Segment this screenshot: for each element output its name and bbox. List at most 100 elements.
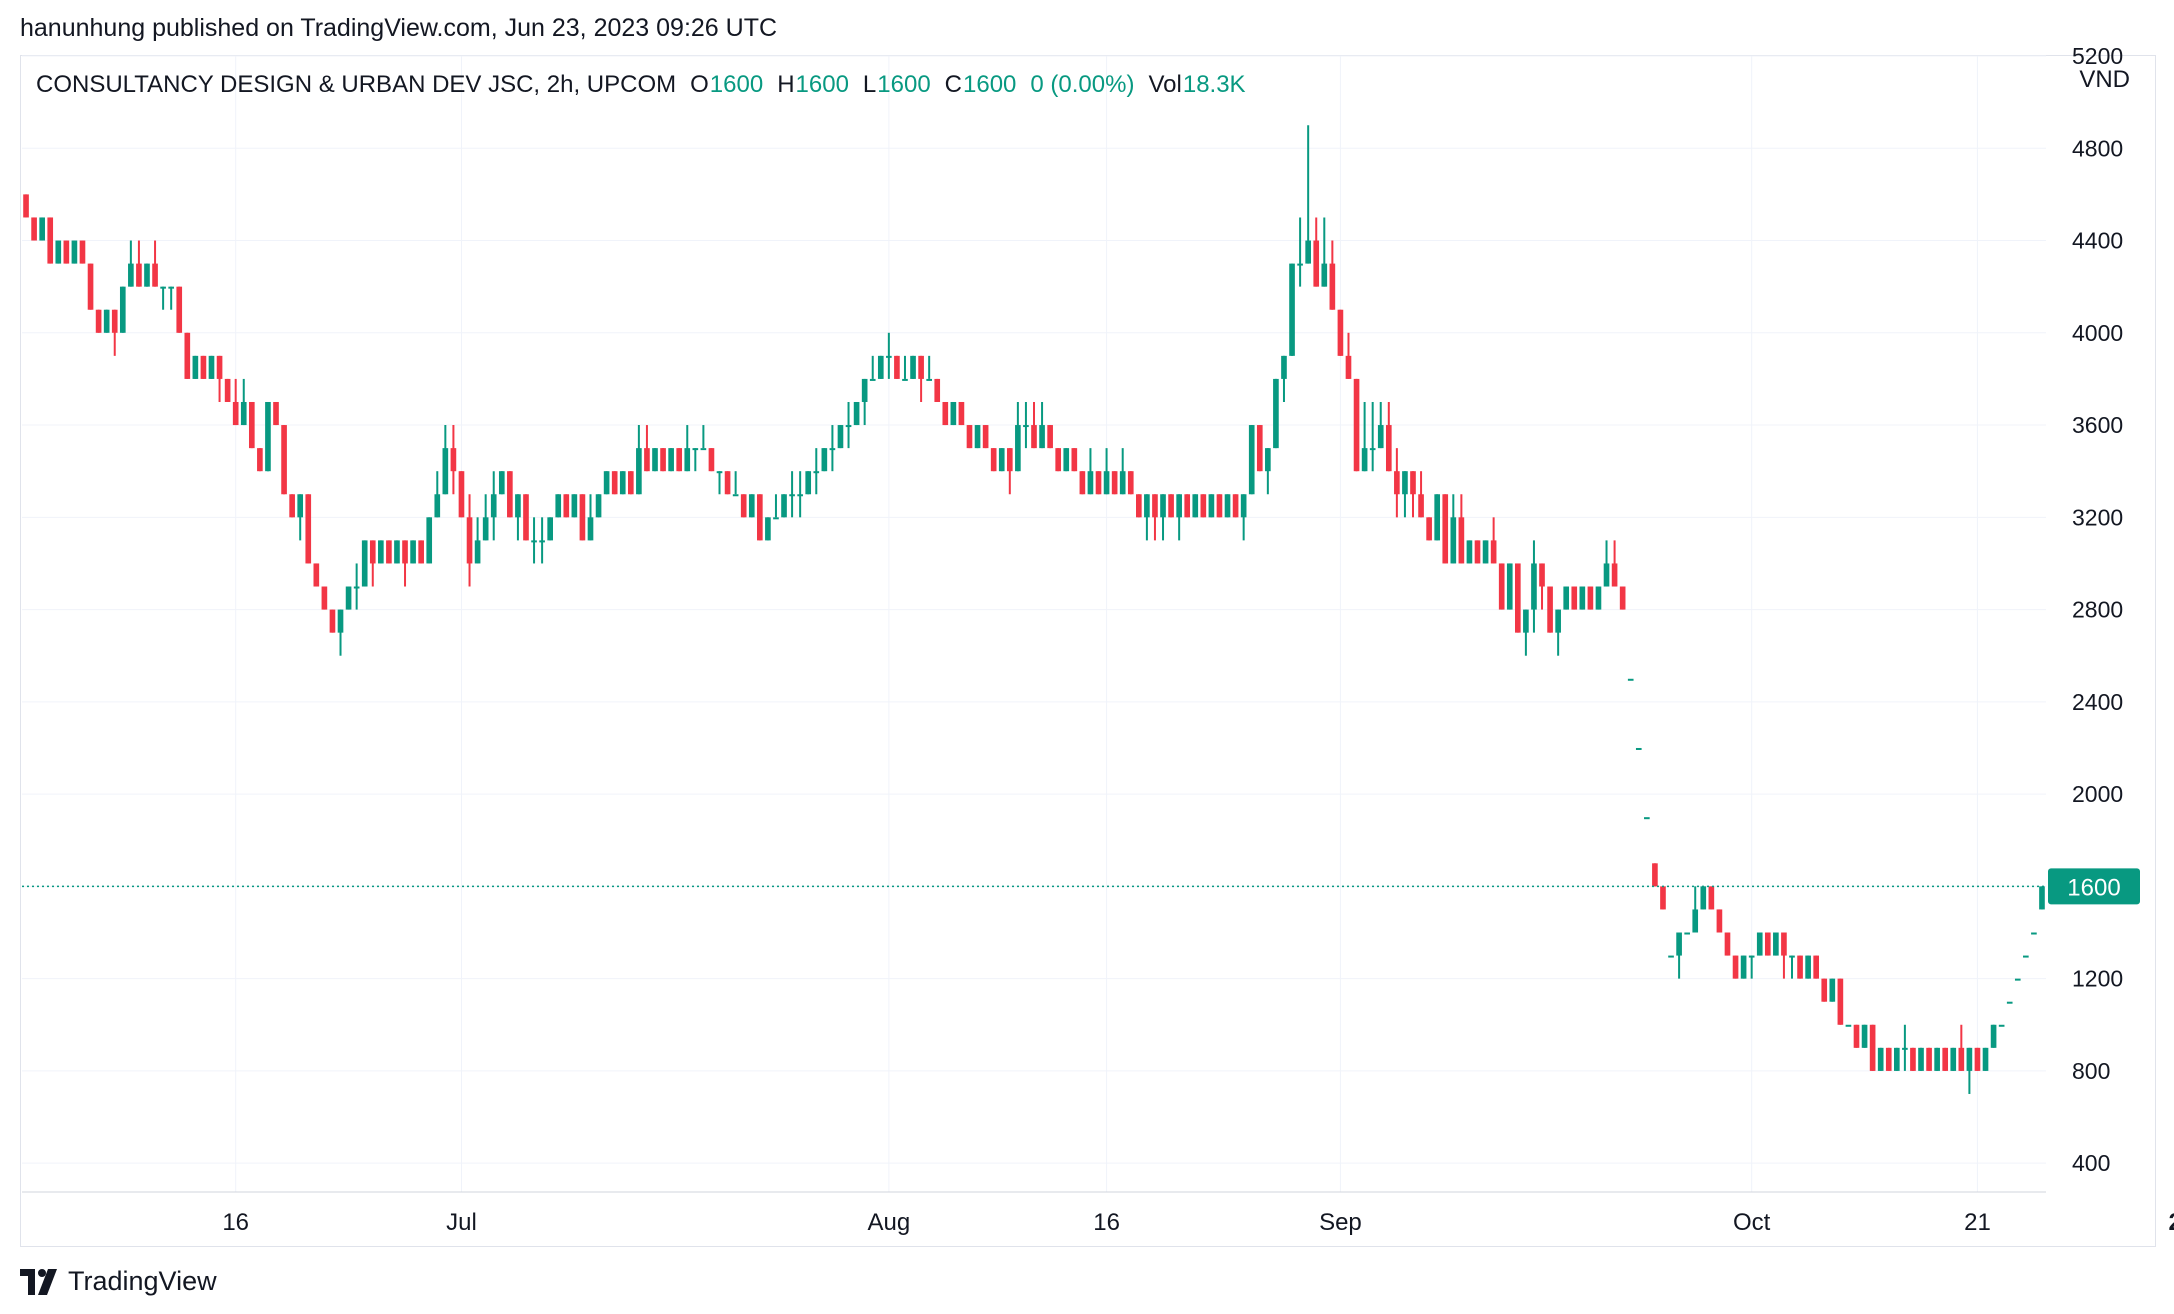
candle-body bbox=[128, 263, 134, 287]
candle-body bbox=[2023, 955, 2029, 958]
candle-body bbox=[1458, 517, 1465, 564]
candle-body bbox=[1926, 1047, 1932, 1071]
y-tick-label: 800 bbox=[2072, 1058, 2110, 1084]
candle-body bbox=[877, 355, 884, 379]
candle-body bbox=[361, 540, 368, 587]
candle-body bbox=[1192, 494, 1199, 518]
candle-body bbox=[386, 540, 392, 564]
legend-close-value: 1600 bbox=[963, 71, 1017, 98]
candle-body bbox=[1893, 1047, 1900, 1071]
candle-body bbox=[2014, 978, 2021, 981]
candle-body bbox=[1410, 471, 1416, 495]
candle-body bbox=[1224, 494, 1231, 518]
candle-body bbox=[765, 517, 771, 541]
candle-body bbox=[289, 494, 295, 518]
candle-body bbox=[1498, 563, 1505, 610]
candle-body bbox=[1531, 563, 1537, 610]
candle-body bbox=[861, 378, 868, 402]
candle-body bbox=[660, 448, 666, 472]
candle-body bbox=[1700, 886, 1707, 910]
tradingview-logo[interactable]: TradingView bbox=[20, 1266, 217, 1297]
candle-body bbox=[1127, 471, 1134, 495]
candle-body bbox=[47, 217, 54, 264]
y-tick-label: 400 bbox=[2072, 1150, 2110, 1176]
candle-body bbox=[305, 494, 312, 564]
candle-body bbox=[990, 448, 997, 472]
candle-body bbox=[87, 263, 94, 310]
candle-body bbox=[402, 540, 408, 564]
candle-body bbox=[1006, 448, 1013, 472]
candle-body bbox=[1119, 471, 1126, 495]
candle-body bbox=[998, 448, 1005, 472]
candle-body bbox=[1450, 517, 1457, 564]
candle-body bbox=[587, 517, 594, 541]
candle-body bbox=[273, 401, 279, 426]
candle-body bbox=[63, 240, 70, 264]
candle-body bbox=[845, 425, 852, 428]
candle-body bbox=[1023, 425, 1029, 428]
candle-body bbox=[1756, 932, 1763, 956]
candle-body bbox=[1047, 425, 1053, 449]
candle-body bbox=[1716, 909, 1723, 933]
candle-body bbox=[208, 355, 215, 379]
candle-body bbox=[369, 540, 376, 564]
candle-body bbox=[1418, 494, 1424, 518]
candle-body bbox=[450, 448, 457, 472]
candle-body bbox=[716, 471, 723, 474]
candle-body bbox=[498, 471, 505, 495]
candle-body bbox=[1490, 540, 1497, 564]
candle-body bbox=[168, 286, 175, 289]
candle-body bbox=[458, 471, 465, 518]
candle-body bbox=[1248, 425, 1255, 495]
candle-body bbox=[1571, 586, 1578, 610]
candle-body bbox=[1587, 586, 1594, 610]
candle-body bbox=[926, 378, 932, 381]
candle-body bbox=[1434, 494, 1441, 541]
candle-body bbox=[539, 540, 545, 543]
candle-body bbox=[1506, 563, 1513, 610]
candle-body bbox=[1813, 955, 1820, 979]
candle-body bbox=[1829, 978, 1836, 1002]
candle-body bbox=[611, 471, 618, 495]
x-tick-label: Aug bbox=[868, 1209, 911, 1236]
candle-body bbox=[1394, 471, 1400, 495]
x-tick-label: Sep bbox=[1319, 1209, 1362, 1236]
candle-body bbox=[1708, 886, 1715, 910]
candle-body bbox=[773, 517, 779, 520]
candle-body bbox=[1684, 932, 1690, 935]
candle-body bbox=[942, 401, 949, 426]
y-tick-label: 4000 bbox=[2072, 320, 2123, 346]
candle-body bbox=[1740, 955, 1747, 979]
candle-body bbox=[547, 517, 553, 541]
candle-body bbox=[1692, 909, 1699, 933]
candle-body bbox=[23, 194, 29, 218]
candle-body bbox=[1095, 471, 1102, 495]
candle-body bbox=[1724, 932, 1731, 956]
candle-body bbox=[797, 494, 803, 497]
candle-body bbox=[1402, 471, 1408, 495]
candle-body bbox=[434, 494, 441, 518]
currency-label[interactable]: VND bbox=[2079, 66, 2130, 93]
candle-body bbox=[1982, 1047, 1989, 1071]
candle-body bbox=[902, 378, 908, 381]
candle-body bbox=[240, 401, 247, 426]
candle-body bbox=[821, 448, 828, 472]
candle-body bbox=[982, 425, 989, 449]
y-tick-label: 4800 bbox=[2072, 135, 2123, 161]
candle-body bbox=[176, 286, 183, 333]
legend-open-value: 1600 bbox=[709, 71, 764, 98]
candle-body bbox=[2006, 1001, 2013, 1004]
candle-body bbox=[337, 609, 344, 633]
legend-open-label: O bbox=[690, 71, 709, 98]
candle-body bbox=[1345, 355, 1352, 379]
candle-body bbox=[1232, 494, 1239, 518]
candle-body bbox=[1773, 932, 1779, 956]
x-tick-label: Oct bbox=[1733, 1209, 1771, 1236]
candle-body bbox=[692, 448, 699, 451]
candle-body bbox=[160, 286, 166, 289]
candle-body bbox=[1273, 378, 1279, 449]
candle-body bbox=[757, 494, 763, 541]
candle-body bbox=[1160, 494, 1166, 518]
candle-body bbox=[490, 494, 497, 518]
